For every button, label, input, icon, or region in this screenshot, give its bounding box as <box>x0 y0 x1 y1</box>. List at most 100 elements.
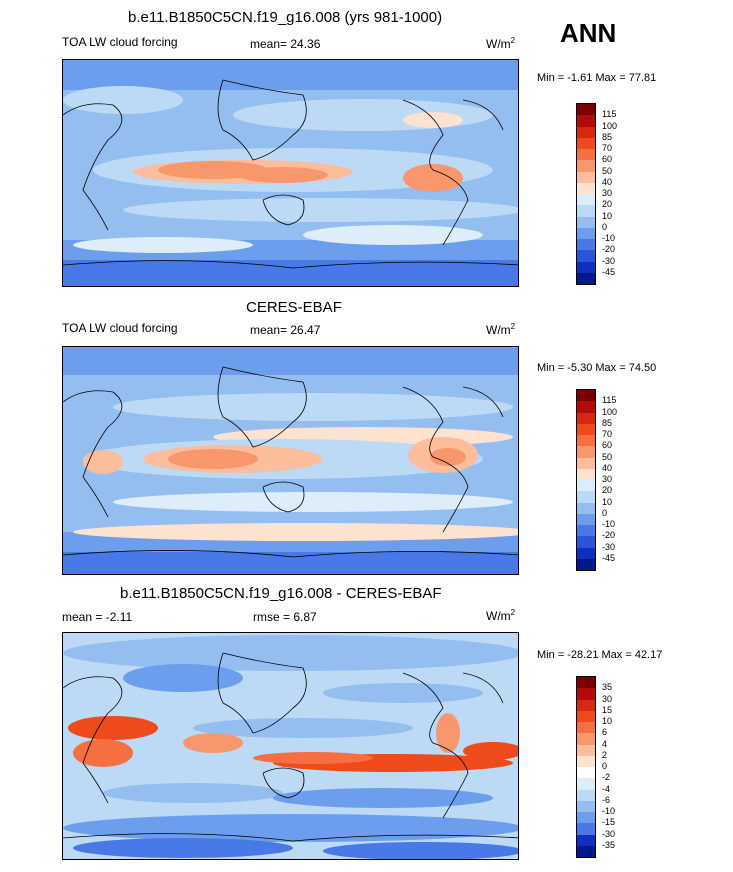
colorbar-tick-label: 85 <box>602 131 613 142</box>
panel2-colorbar <box>576 389 596 571</box>
colorbar-swatch <box>577 800 595 812</box>
colorbar-tick-label: 60 <box>602 440 613 451</box>
colorbar-swatch <box>577 216 595 228</box>
colorbar-swatch <box>577 272 595 284</box>
colorbar-tick-label: 50 <box>602 165 613 176</box>
colorbar-swatch <box>577 845 595 857</box>
colorbar-swatch <box>577 744 595 756</box>
panel2-units: W/m2 <box>486 322 516 337</box>
panel2-variable: TOA LW cloud forcing <box>62 321 178 335</box>
colorbar-swatch <box>577 513 595 525</box>
colorbar-tick-label: -4 <box>602 783 611 794</box>
colorbar-tick-label: -10 <box>602 233 616 243</box>
panel1-title: b.e11.B1850C5CN.f19_g16.008 (yrs 981-100… <box>128 9 443 26</box>
colorbar-swatch <box>577 435 595 447</box>
colorbar-tick-label: 70 <box>602 429 613 439</box>
colorbar-swatch <box>577 227 595 239</box>
panel3-units: W/m2 <box>486 608 516 623</box>
panel1-colorbar <box>576 103 596 285</box>
panel3-map <box>62 632 519 860</box>
colorbar-tick-label: 10 <box>602 210 613 221</box>
colorbar-tick-label: 30 <box>602 474 613 484</box>
colorbar-tick-label: 0 <box>602 221 608 232</box>
colorbar-tick-label: -35 <box>602 839 616 850</box>
colorbar-swatch <box>577 755 595 767</box>
colorbar-swatch <box>577 525 595 537</box>
colorbar-tick-label: 115 <box>602 109 617 120</box>
colorbar-swatch <box>577 205 595 217</box>
colorbar-swatch <box>577 812 595 824</box>
colorbar-swatch <box>577 423 595 435</box>
panel1-minmax: Min = -1.61 Max = 77.81 <box>537 72 657 84</box>
panel3-rmse: rmse = 6.87 <box>253 610 317 624</box>
panel1-map <box>62 59 519 287</box>
colorbar-tick-label: 50 <box>602 451 613 462</box>
colorbar-swatch <box>577 182 595 194</box>
colorbar-tick-label: 35 <box>602 682 613 693</box>
panel3-title: b.e11.B1850C5CN.f19_g16.008 - CERES-EBAF <box>120 585 442 602</box>
colorbar-swatch <box>577 699 595 711</box>
colorbar-tick-label: 20 <box>602 199 613 210</box>
panel2-map <box>62 346 519 575</box>
colorbar-swatch <box>577 412 595 424</box>
panel3-colorbar <box>576 676 596 858</box>
colorbar-tick-label: 70 <box>602 143 613 153</box>
colorbar-swatch <box>577 261 595 273</box>
colorbar-swatch <box>577 778 595 790</box>
colorbar-swatch <box>577 250 595 262</box>
panel3-mean: mean = -2.11 <box>62 610 133 624</box>
colorbar-swatch <box>577 446 595 458</box>
colorbar-swatch <box>577 767 595 779</box>
colorbar-tick-label: 15 <box>602 704 613 715</box>
colorbar-tick-label: 10 <box>602 716 613 726</box>
colorbar-swatch <box>577 710 595 722</box>
panel1-units: W/m2 <box>486 36 516 51</box>
colorbar-swatch <box>577 733 595 745</box>
colorbar-swatch <box>577 688 595 700</box>
colorbar-swatch <box>577 502 595 514</box>
colorbar-tick-label: 30 <box>602 188 613 198</box>
colorbar-tick-label: 30 <box>602 693 613 704</box>
colorbar-swatch <box>577 722 595 734</box>
colorbar-swatch <box>577 457 595 469</box>
colorbar-tick-label: 40 <box>602 462 613 473</box>
colorbar-tick-label: -30 <box>602 255 616 266</box>
colorbar-tick-label: 2 <box>602 749 608 760</box>
colorbar-tick-label: -30 <box>602 541 616 552</box>
colorbar-tick-label: 10 <box>602 496 613 507</box>
panel3-minmax: Min = -28.21 Max = 42.17 <box>537 649 663 661</box>
colorbar-tick-label: 40 <box>602 176 613 187</box>
colorbar-tick-label: 100 <box>602 120 618 131</box>
panel2-minmax: Min = -5.30 Max = 74.50 <box>537 362 657 374</box>
colorbar-tick-label: -45 <box>602 552 616 563</box>
colorbar-tick-label: 60 <box>602 154 613 165</box>
colorbar-tick-label: -2 <box>602 772 611 783</box>
colorbar-swatch <box>577 468 595 480</box>
colorbar-tick-label: 100 <box>602 406 618 417</box>
colorbar-swatch <box>577 239 595 251</box>
colorbar-swatch <box>577 149 595 161</box>
colorbar-swatch <box>577 789 595 801</box>
season-label: ANN <box>560 18 617 48</box>
colorbar-swatch <box>577 160 595 172</box>
colorbar-tick-label: -45 <box>602 266 616 277</box>
colorbar-tick-label: 0 <box>602 507 608 518</box>
colorbar-swatch <box>577 171 595 183</box>
colorbar-swatch <box>577 194 595 206</box>
colorbar-tick-label: 0 <box>602 761 608 771</box>
panel1-variable: TOA LW cloud forcing <box>62 35 178 49</box>
colorbar-swatch <box>577 480 595 492</box>
panel1-mean: mean= 24.36 <box>250 37 321 51</box>
colorbar-swatch <box>577 834 595 846</box>
colorbar-tick-label: -30 <box>602 828 616 839</box>
colorbar-tick-label: -20 <box>602 244 616 255</box>
colorbar-swatch <box>577 137 595 149</box>
colorbar-tick-label: 6 <box>602 727 608 738</box>
colorbar-tick-label: -20 <box>602 530 616 541</box>
colorbar-swatch <box>577 390 595 402</box>
colorbar-tick-label: 20 <box>602 485 613 496</box>
colorbar-swatch <box>577 126 595 138</box>
colorbar-swatch <box>577 536 595 548</box>
colorbar-swatch <box>577 104 595 116</box>
colorbar-swatch <box>577 677 595 689</box>
